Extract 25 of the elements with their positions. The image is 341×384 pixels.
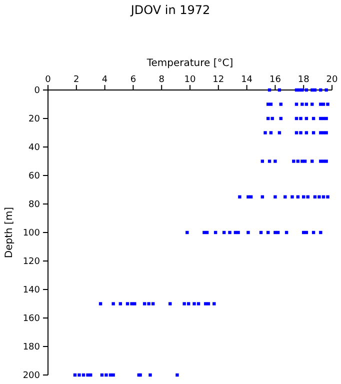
- y-tick-label: 140: [22, 286, 40, 296]
- x-tick-label: 10: [184, 75, 196, 85]
- x-tick-label: 18: [298, 75, 310, 85]
- y-tick-label: 60: [28, 172, 40, 182]
- x-tick-label: 12: [212, 75, 224, 85]
- y-tick-label: 0: [34, 86, 40, 96]
- x-tick-label: 14: [241, 75, 253, 85]
- x-tick-label: 16: [269, 75, 282, 85]
- x-tick-label: 2: [74, 75, 80, 85]
- x-tick-label: 6: [130, 75, 136, 85]
- x-tick-label: 8: [158, 75, 165, 85]
- y-tick-label: 200: [22, 371, 40, 382]
- y-tick-label: 180: [22, 342, 40, 353]
- y-tick-label: 100: [22, 228, 40, 239]
- chart-title: JDOV in 1972: [130, 3, 210, 17]
- y-tick-label: 20: [28, 114, 40, 125]
- y-tick-label: 40: [28, 143, 40, 154]
- y-axis-title: Depth [m]: [4, 206, 15, 258]
- x-axis-title: Temperature [°C]: [146, 58, 234, 69]
- x-tick-label: 4: [102, 75, 108, 85]
- x-tick-label: 20: [326, 75, 338, 85]
- y-tick-label: 80: [28, 200, 40, 210]
- y-tick-label: 160: [22, 314, 40, 324]
- x-tick-label: 0: [45, 75, 52, 85]
- y-tick-label: 120: [22, 257, 40, 268]
